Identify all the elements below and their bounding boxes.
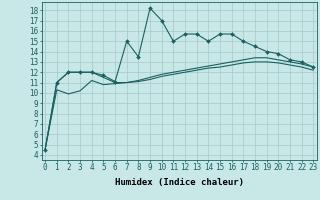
X-axis label: Humidex (Indice chaleur): Humidex (Indice chaleur) [115,178,244,187]
